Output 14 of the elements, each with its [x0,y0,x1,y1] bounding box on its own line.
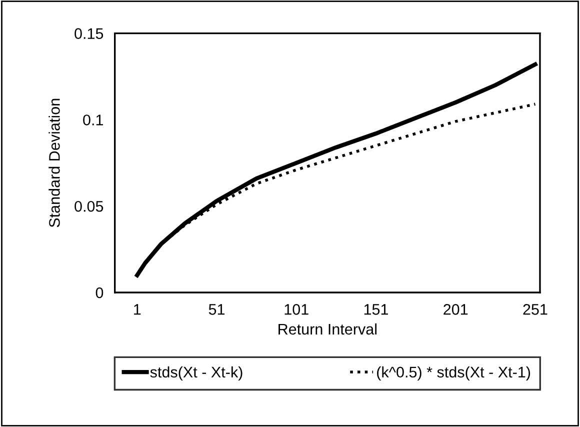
x-tick-label: 51 [208,304,224,315]
y-tick-label: 0.15 [74,28,104,39]
y-tick-label: 0.1 [83,114,103,126]
y-axis-title: Standard Deviation [48,98,60,228]
x-tick-label: 101 [284,304,308,315]
x-tick-label: 251 [523,304,548,315]
x-tick-label: 1 [134,304,141,315]
x-tick-label: 201 [444,304,468,315]
legend-label: (k^0.5) * stds(Xt - Xt-1) [377,366,530,381]
legend-label: stds(Xt - Xt-k) [150,366,242,381]
y-tick-label: 0 [96,287,104,298]
x-axis-title: Return Interval [278,323,376,335]
y-tick-label: 0.05 [74,200,104,212]
x-tick-label: 151 [364,304,388,315]
